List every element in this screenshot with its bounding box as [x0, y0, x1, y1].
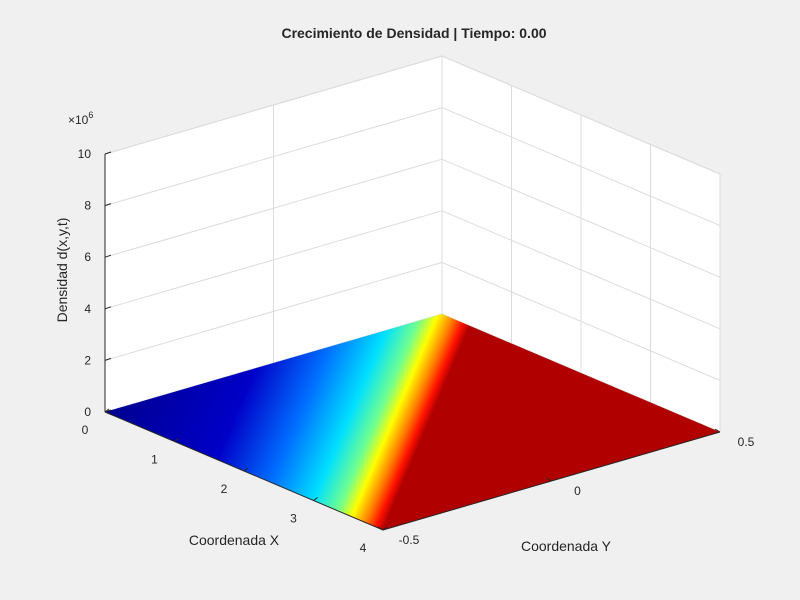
x-tick-mark — [382, 526, 388, 531]
x-tick-mark — [313, 497, 318, 501]
chart-title: Crecimiento de Densidad | Tiempo: 0.00 — [281, 25, 546, 41]
x-tick-label: 3 — [290, 512, 297, 526]
y-tick-label: 0 — [574, 484, 581, 498]
y-tick-mark — [714, 428, 721, 433]
z-tick-label: 8 — [84, 199, 91, 213]
pane-top-left-edge — [104, 55, 443, 155]
z-tick-label: 4 — [84, 302, 91, 316]
x-tick-label: 4 — [360, 541, 367, 555]
z-exponent-base: ×10 — [68, 113, 89, 127]
z-tick-mark — [104, 203, 112, 207]
tick-labels: 0 2 4 6 8 10 0 1 2 3 4 -0.5 0 0.5 — [78, 147, 755, 555]
x-tick-label: 1 — [151, 453, 158, 467]
y-tick-mark — [546, 477, 552, 482]
x-tick-mark — [243, 467, 249, 472]
y-axis-label: Coordenada Y — [521, 538, 612, 554]
z-exponent-power: 6 — [88, 110, 93, 120]
pane-top-right-edge — [441, 55, 721, 175]
axis-lines — [104, 151, 721, 531]
y-tick-label: 0.5 — [738, 435, 755, 449]
x-tick-label: 0 — [82, 423, 89, 437]
z-tick-label: 2 — [84, 353, 91, 367]
x-tick-mark — [174, 438, 179, 442]
density-surface — [105, 314, 720, 530]
x-axis-label: Coordenada X — [189, 532, 280, 548]
y-tick-label: -0.5 — [399, 533, 420, 547]
x-tick-mark — [104, 408, 110, 413]
z-axis-label: Densidad d(x,y,t) — [54, 218, 70, 323]
z-tick-mark — [104, 357, 112, 361]
z-tick-label: 6 — [84, 250, 91, 264]
z-tick-mark — [104, 151, 112, 155]
x-tick-label: 2 — [221, 482, 228, 496]
z-tick-label: 10 — [78, 147, 92, 161]
surface-patch — [105, 314, 720, 530]
z-tick-label: 0 — [84, 405, 91, 419]
z-tick-mark — [104, 306, 112, 310]
z-tick-mark — [104, 254, 112, 258]
z-exponent-label: ×106 — [68, 110, 93, 127]
y-tick-mark — [377, 526, 384, 531]
